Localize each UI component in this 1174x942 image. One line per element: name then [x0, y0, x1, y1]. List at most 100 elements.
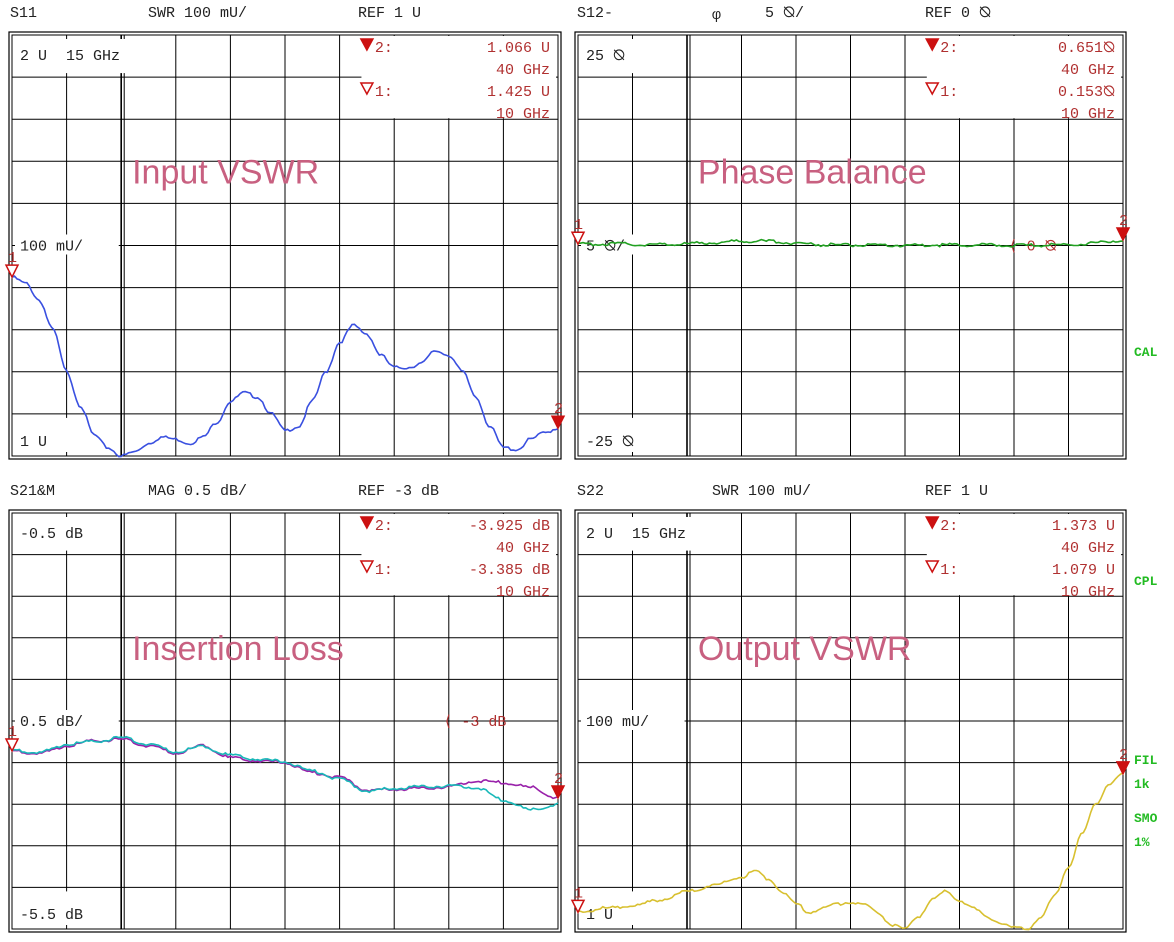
panel-frame-outer: [8, 31, 562, 460]
header-ref: REF 1 U: [358, 5, 421, 22]
marker-2-triangle-icon: [550, 415, 566, 430]
marker-1-triangle-icon: [4, 738, 20, 753]
top-label-bg: [581, 39, 663, 74]
span-freq-label: 15 GHz: [632, 526, 686, 543]
marker-2-triangle-icon: [550, 785, 566, 800]
marker-label: 2:: [375, 40, 393, 57]
marker-frequency: 10 GHz: [1061, 106, 1115, 123]
marker-value: 0.153⦰: [1058, 84, 1115, 101]
marker-symbol-icon: [924, 560, 940, 574]
header-phi: φ: [712, 7, 721, 24]
marker-frequency: 40 GHz: [1061, 540, 1115, 557]
panel-s12: S12- φ 5 ⦰/ REF 0 ⦰ 25 ⦰ -25 ⦰ 5 ⦰/ ⟨ 0 ⦰ 2:…: [570, 5, 1131, 460]
marker-symbol-icon: [359, 82, 375, 96]
marker-1-triangle-icon: [4, 264, 20, 279]
marker-symbol-icon: [359, 38, 375, 52]
top-scale-label: 25 ⦰: [586, 48, 625, 65]
panel-frame-outer: [574, 509, 1127, 933]
ref-label-bg: [15, 710, 119, 730]
header-ref: REF 1 U: [925, 483, 988, 500]
header-scale: SWR 100 mU/: [148, 5, 247, 22]
panel-frame-outer: [574, 31, 1127, 460]
side-label-smo: SMO: [1134, 811, 1158, 826]
side-label-1k: 1k: [1134, 777, 1150, 792]
marker-value: -3.925 dB: [469, 518, 550, 535]
ref-label-bg: [15, 234, 119, 255]
span-freq-label: 15 GHz: [66, 48, 120, 65]
side-label-cpl: CPL: [1134, 574, 1158, 589]
bottom-scale-label: 1 U: [20, 434, 47, 451]
trace-line: [578, 238, 1124, 248]
marker-1-triangle-icon: [570, 899, 586, 915]
marker-2-number: 2: [554, 401, 563, 418]
header-ref: REF -3 dB: [358, 483, 439, 500]
header-scale: 5 ⦰/: [765, 5, 804, 22]
trace-title: Input VSWR: [132, 153, 319, 191]
marker-frequency: 40 GHz: [1061, 62, 1115, 79]
marker-frequency: 40 GHz: [496, 540, 550, 557]
marker-2-number: 2: [554, 771, 563, 788]
marker-value: 1.079 U: [1052, 562, 1115, 579]
trace-title: Output VSWR: [698, 630, 912, 668]
header-scale: SWR 100 mU/: [712, 483, 811, 500]
bottom-label-bg: [581, 417, 663, 452]
marker-symbol-icon: [924, 516, 940, 530]
panel-frame-outer: [8, 509, 562, 933]
ref-value-label: ⟨ 0 ⦰: [1009, 239, 1057, 256]
marker-value: 1.373 U: [1052, 518, 1115, 535]
marker-value: -3.385 dB: [469, 562, 550, 579]
top-scale-label: 2 U: [586, 526, 613, 543]
marker-2-triangle-icon: [1115, 761, 1131, 776]
side-label-fil: FIL: [1134, 753, 1158, 768]
marker-label: 1:: [940, 562, 958, 579]
marker-2-triangle-icon: [1115, 227, 1131, 242]
marker-label: 2:: [375, 518, 393, 535]
ref-label-bg: [581, 710, 685, 730]
marker-frequency: 10 GHz: [496, 106, 550, 123]
top-label-bg: [581, 517, 723, 551]
top-scale-label: -0.5 dB: [20, 526, 83, 543]
marker-2-number: 2: [1119, 747, 1128, 764]
marker-1-number: 1: [8, 724, 17, 741]
marker-value: 0.651⦰: [1058, 40, 1115, 57]
marker-1-number: 1: [8, 250, 17, 267]
ref-label-bg: [581, 234, 641, 255]
marker-frequency: 40 GHz: [496, 62, 550, 79]
marker-label: 1:: [375, 84, 393, 101]
header-param: S12-: [577, 5, 613, 22]
marker-label: 1:: [375, 562, 393, 579]
bottom-scale-label: -25 ⦰: [586, 434, 634, 451]
trace-title: Phase Balance: [698, 153, 927, 191]
marker-frequency: 10 GHz: [1061, 584, 1115, 601]
ref-scale-label: 0.5 dB/: [20, 714, 83, 731]
marker-symbol-icon: [924, 82, 940, 96]
marker-label: 2:: [940, 518, 958, 535]
trace-line: [11, 275, 559, 458]
header-ref: REF 0 ⦰: [925, 5, 991, 22]
header-scale: MAG 0.5 dB/: [148, 483, 247, 500]
side-label-cal: CAL: [1134, 345, 1158, 360]
marker-readout-bg: [926, 36, 1121, 119]
marker-1-number: 1: [574, 217, 583, 234]
marker-symbol-icon: [359, 560, 375, 574]
top-label-bg: [15, 39, 157, 74]
bottom-label-bg: [15, 417, 97, 452]
top-scale-label: 2 U: [20, 48, 47, 65]
panel-s21: S21&M MAG 0.5 dB/ REF -3 dB -0.5 dB -5.5 …: [4, 483, 566, 933]
header-param: S22: [577, 483, 604, 500]
bottom-scale-label: -5.5 dB: [20, 907, 83, 924]
panel-s11: S11 SWR 100 mU/ REF 1 U 2 U 15 GHz 1 U 100 …: [4, 5, 566, 460]
marker-2-number: 2: [1119, 213, 1128, 230]
trace-line: [577, 772, 1124, 931]
header-param: S21&M: [10, 483, 55, 500]
marker-1-triangle-icon: [570, 231, 586, 246]
bottom-label-bg: [15, 891, 97, 925]
marker-value: 1.425 U: [487, 84, 550, 101]
trace-title: Insertion Loss: [132, 630, 344, 668]
marker-label: 2:: [940, 40, 958, 57]
ref-value-label: ⟨ -3 dB: [443, 714, 506, 731]
ref-scale-label: 5 ⦰/: [586, 239, 625, 256]
marker-frequency: 10 GHz: [496, 584, 550, 601]
